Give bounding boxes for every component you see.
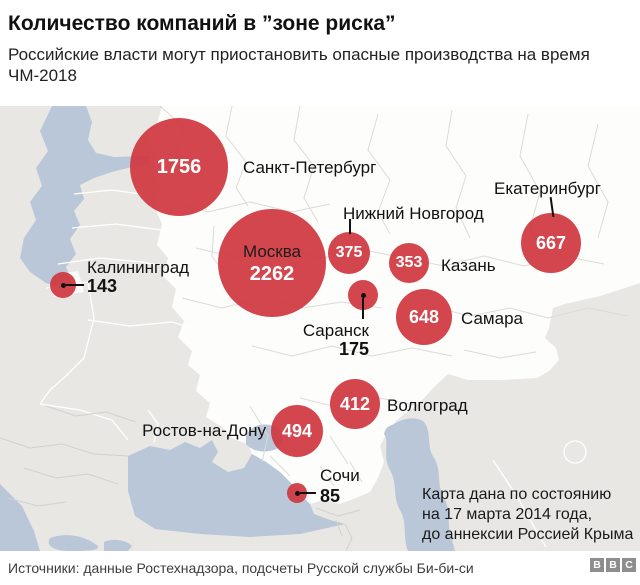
city-label-ekaterinburg: Екатеринбург (494, 179, 601, 198)
city-dot (360, 292, 366, 298)
city-dot (60, 282, 66, 288)
bubble-kazan: 353 (389, 243, 429, 283)
page-title: Количество компаний в ”зоне риска” (8, 12, 396, 35)
basemap-svg (0, 106, 640, 551)
bubble-value: 667 (535, 233, 567, 253)
city-value: 143 (87, 276, 118, 296)
city-value: 85 (320, 486, 341, 506)
city-name: Саранск (302, 321, 369, 340)
city-label-saransk: Саранск 175 (279, 321, 369, 359)
bbc-logo: B B C (590, 558, 636, 572)
bubble-value: 1756 (156, 156, 202, 178)
city-dot (294, 490, 300, 496)
city-label-moskva: Москва (242, 242, 302, 261)
leader-line (349, 219, 351, 234)
bubble-value: 648 (408, 307, 440, 327)
bubble-sankt-peterburg: 1756 (130, 118, 228, 216)
page-subtitle: Российские власти могут приостановить оп… (8, 45, 590, 85)
bbc-logo-block: B (590, 558, 604, 572)
bubble-value: 375 (335, 244, 363, 261)
bubble-moskva: Москва 2262 (218, 209, 326, 317)
city-label-samara: Самара (461, 309, 523, 328)
sea-marmara (104, 539, 132, 551)
sea-aegean (48, 535, 99, 551)
map-note: Карта дана по состоянию на 17 марта 2014… (422, 486, 634, 543)
city-label-volgograd: Волгоград (387, 396, 468, 415)
bubble-ekaterinburg: 667 (521, 213, 581, 273)
city-label-sochi: Сочи 85 (320, 466, 360, 506)
bubble-value: 2262 (249, 263, 295, 285)
city-name: Сочи (320, 466, 360, 485)
leader-line (300, 492, 316, 494)
city-name: Калининград (87, 258, 190, 277)
source-line: Источники: данные Ростехнадзора, подсчет… (8, 560, 474, 576)
city-label-rostov: Ростов-на-Дону (142, 421, 266, 440)
bubble-value: 353 (395, 254, 423, 271)
bbc-logo-block: B (606, 558, 620, 572)
sea-baltic (20, 106, 152, 288)
sea-black (128, 440, 345, 537)
russia-region (148, 106, 640, 504)
map-canvas: 1756 Санкт-Петербург Москва 2262 375 Ниж… (0, 106, 640, 551)
city-label-sankt-peterburg: Санкт-Петербург (243, 158, 377, 177)
leader-line (362, 298, 364, 319)
bubble-samara: 648 (396, 289, 452, 345)
leader-line (66, 284, 84, 286)
city-label-kaliningrad: Калининград 143 (87, 258, 189, 296)
bubble-value: 412 (339, 394, 371, 414)
country-borders-white (39, 189, 587, 548)
bubble-value: 494 (281, 421, 313, 441)
city-label-kazan: Казань (441, 256, 496, 275)
country-borders-gray (0, 405, 361, 551)
header: Количество компаний в ”зоне риска” Росси… (0, 0, 640, 106)
bbc-logo-block: C (622, 558, 636, 572)
bubble-volgograd: 412 (330, 379, 380, 429)
city-label-nizhny-novgorod: Нижний Новгород (343, 204, 484, 223)
bubble-nizhny-novgorod: 375 (328, 232, 370, 274)
bubble-rostov: 494 (271, 405, 323, 457)
city-value: 175 (338, 339, 369, 359)
sea-caspian (384, 418, 455, 551)
sea-adriatic (0, 484, 40, 551)
footer: Источники: данные Ростехнадзора, подсчет… (0, 551, 640, 585)
